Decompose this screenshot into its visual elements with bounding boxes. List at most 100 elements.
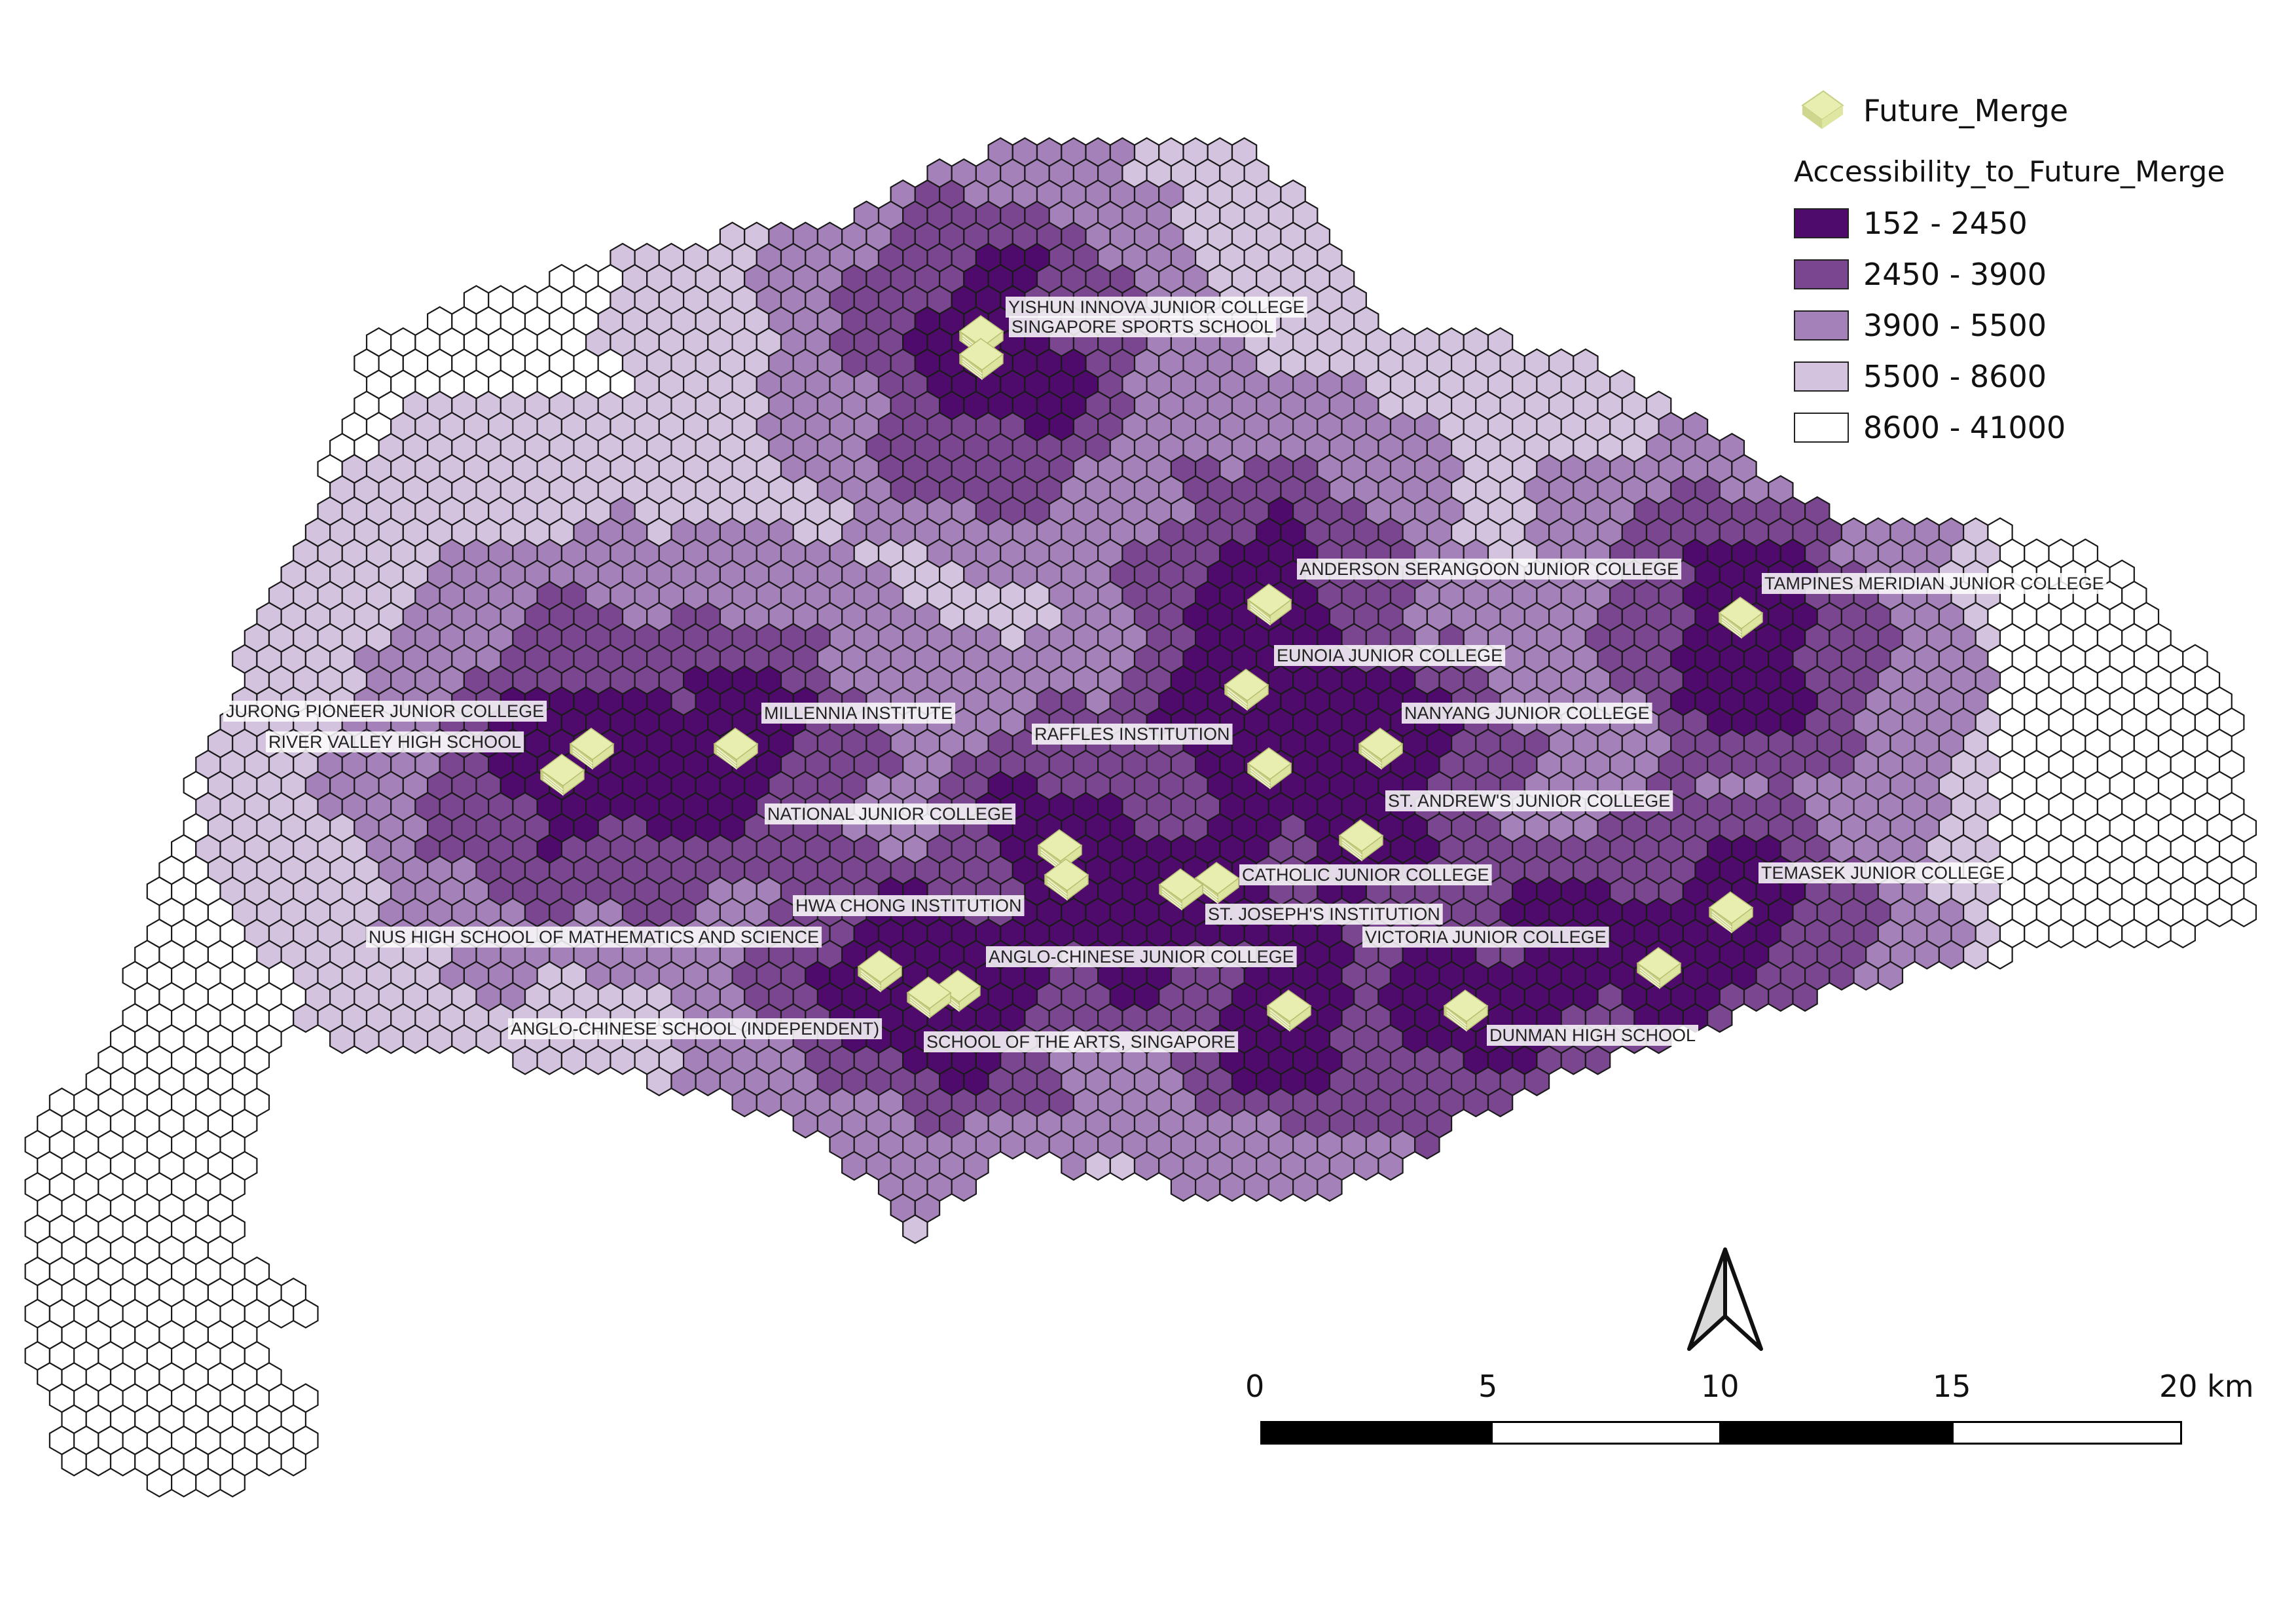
hex-cell (1024, 1130, 1050, 1160)
hex-cell (560, 1045, 587, 1075)
svg-text:MILLENNIA INSTITUTE: MILLENNIA INSTITUTE (764, 703, 953, 723)
hex-cell (1963, 940, 1989, 970)
hex-cell (268, 1299, 295, 1329)
hex-cell (109, 1447, 136, 1477)
hex-cell (756, 1087, 782, 1118)
hex-cell (171, 1467, 197, 1498)
hex-cell (280, 1447, 306, 1477)
hex-cell (293, 1299, 319, 1329)
hex-cell (219, 1467, 246, 1498)
scale-tick-20: 20 km (2159, 1369, 2254, 1404)
svg-text:ST. ANDREW'S JUNIOR COLLEGE: ST. ANDREW'S JUNIOR COLLEGE (1388, 791, 1670, 811)
legend-swatch (1794, 208, 1849, 238)
legend-point-label: Future_Merge (1863, 93, 2069, 128)
hex-cell (1377, 1151, 1404, 1181)
legend-class-3: 3900 - 5500 (1794, 300, 2225, 351)
svg-text:TEMASEK JUNIOR COLLEGE: TEMASEK JUNIOR COLLEGE (1761, 863, 2005, 883)
school-label: ANGLO-CHINESE JUNIOR COLLEGE (986, 946, 1297, 967)
svg-text:JURONG PIONEER JUNIOR COLLEGE: JURONG PIONEER JUNIOR COLLEGE (226, 701, 544, 721)
svg-text:CATHOLIC JUNIOR COLLEGE: CATHOLIC JUNIOR COLLEGE (1242, 865, 1489, 885)
hex-cell (293, 1003, 319, 1033)
hex-cell (2121, 918, 2147, 949)
school-label: ANDERSON SERANGOON JUNIOR COLLEGE (1297, 559, 1682, 580)
school-label: RAFFLES INSTITUTION (1032, 724, 1233, 745)
school-label: EUNOIA JUNIOR COLLEGE (1274, 645, 1506, 666)
school-label: MILLENNIA INSTITUTE (761, 703, 956, 724)
hex-cell (2231, 897, 2257, 928)
scale-tick-15: 15 (1933, 1369, 1971, 1404)
svg-text:TAMPINES MERIDIAN JUNIOR COLLE: TAMPINES MERIDIAN JUNIOR COLLEGE (1764, 574, 2104, 593)
hex-cell (1707, 1003, 1733, 1033)
hex-cell (1463, 1087, 1489, 1118)
legend-class-label: 152 - 2450 (1863, 206, 2028, 241)
hex-cell (1267, 1172, 1294, 1202)
hex-cell (1243, 1172, 1269, 1202)
school-label: JURONG PIONEER JUNIOR COLLEGE (223, 701, 547, 722)
hex-cell (670, 1066, 697, 1097)
school-label: CATHOLIC JUNIOR COLLEGE (1239, 864, 1492, 885)
hex-cell (256, 1447, 282, 1477)
school-label: TAMPINES MERIDIAN JUNIOR COLLEGE (1762, 573, 2107, 594)
hex-cell (1109, 1151, 1136, 1181)
hex-cell (2024, 918, 2050, 949)
scale-segment (1260, 1421, 1491, 1445)
legend-swatch (1794, 310, 1849, 341)
school-label: VICTORIA JUNIOR COLLEGE (1362, 927, 1609, 948)
school-label: HWA CHONG INSTITUTION (793, 895, 1025, 916)
school-label: SINGAPORE SPORTS SCHOOL (1009, 316, 1277, 337)
school-label: ST. JOSEPH'S INSTITUTION (1205, 904, 1443, 925)
book-stack-icon (1794, 90, 1849, 130)
hex-cell (1877, 961, 1904, 991)
hex-cell (2072, 918, 2098, 949)
legend-swatch (1794, 259, 1849, 289)
hex-cell (610, 1045, 636, 1075)
school-label: TEMASEK JUNIOR COLLEGE (1758, 862, 2008, 883)
hex-cell (512, 1045, 538, 1075)
hex-cell (195, 1467, 221, 1498)
svg-text:HWA CHONG INSTITUTION: HWA CHONG INSTITUTION (795, 896, 1022, 915)
scale-segment (1952, 1421, 2182, 1445)
hex-cell (1938, 940, 1965, 970)
school-label: NANYANG JUNIOR COLLEGE (1402, 703, 1652, 724)
hex-cell (1170, 1172, 1197, 1202)
hex-cell (1743, 982, 1770, 1012)
svg-text:RIVER VALLEY HIGH SCHOOL: RIVER VALLEY HIGH SCHOOL (268, 732, 521, 752)
hex-cell (1768, 982, 1794, 1012)
scale-segment (1721, 1421, 1952, 1445)
school-label: SCHOOL OF THE ARTS, SINGAPORE (924, 1031, 1239, 1052)
svg-text:RAFFLES INSTITUTION: RAFFLES INSTITUTION (1034, 724, 1230, 744)
school-label: YISHUN INNOVA JUNIOR COLLEGE (1006, 297, 1307, 318)
svg-text:SINGAPORE SPORTS SCHOOL: SINGAPORE SPORTS SCHOOL (1011, 317, 1273, 337)
hex-cell (1414, 1130, 1440, 1160)
legend-swatch (1794, 413, 1849, 443)
svg-text:EUNOIA JUNIOR COLLEGE: EUNOIA JUNIOR COLLEGE (1277, 646, 1503, 665)
hex-cell (951, 1172, 977, 1202)
legend-swatch (1794, 361, 1849, 392)
svg-text:ANGLO-CHINESE SCHOOL (INDEPEND: ANGLO-CHINESE SCHOOL (INDEPENDENT) (511, 1019, 879, 1039)
svg-text:ANGLO-CHINESE JUNIOR COLLEGE: ANGLO-CHINESE JUNIOR COLLEGE (989, 947, 1294, 967)
hex-cell (1317, 1172, 1343, 1202)
hex-cell (646, 1066, 672, 1097)
hex-cell (1987, 940, 2013, 970)
school-label: RIVER VALLEY HIGH SCHOOL (266, 731, 524, 752)
hex-cell (1353, 1151, 1379, 1181)
legend-class-label: 2450 - 3900 (1863, 257, 2047, 292)
hex-cell (426, 1024, 453, 1054)
legend-class-2: 2450 - 3900 (1794, 249, 2225, 300)
map-legend: Future_Merge Accessibility_to_Future_Mer… (1794, 85, 2225, 453)
hex-cell (329, 1024, 355, 1054)
hex-cell (1914, 940, 1940, 970)
svg-text:YISHUN INNOVA JUNIOR COLLEGE: YISHUN INNOVA JUNIOR COLLEGE (1008, 297, 1305, 317)
north-arrow-icon (1687, 1247, 1763, 1351)
svg-text:VICTORIA JUNIOR COLLEGE: VICTORIA JUNIOR COLLEGE (1365, 927, 1607, 947)
hex-cell (1000, 1130, 1026, 1160)
hex-cell (1523, 1066, 1550, 1097)
legend-point-layer: Future_Merge (1794, 85, 2225, 136)
hex-cell (1219, 1172, 1245, 1202)
hex-cell (475, 1024, 501, 1054)
hex-cell (1584, 1045, 1611, 1075)
hex-cell (1829, 961, 1855, 991)
hex-cell (85, 1447, 112, 1477)
hex-cell (451, 1024, 477, 1054)
